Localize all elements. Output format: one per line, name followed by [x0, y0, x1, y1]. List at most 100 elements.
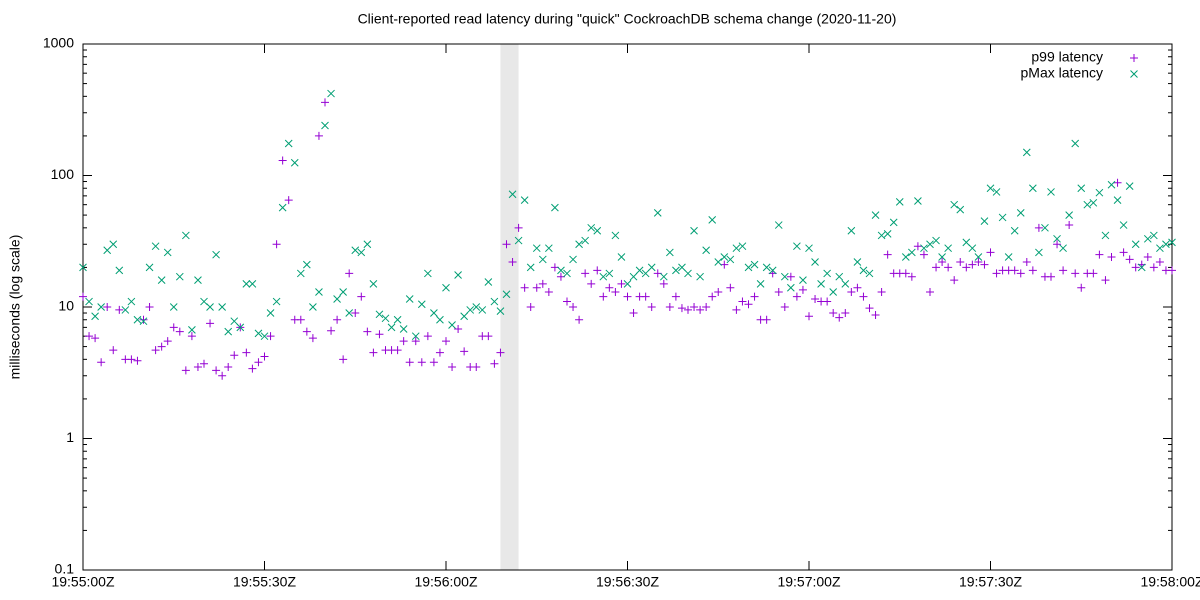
data-point	[454, 271, 462, 279]
data-point	[423, 332, 432, 341]
data-point	[133, 315, 142, 324]
data-point	[1119, 221, 1128, 229]
data-point	[1028, 184, 1037, 193]
data-point	[194, 276, 202, 285]
x-tick-label: 19:56:00Z	[414, 574, 477, 590]
data-point	[835, 313, 844, 322]
y-tick-label: 10	[58, 298, 74, 314]
data-point	[417, 300, 426, 309]
data-point	[345, 309, 354, 317]
data-point	[1083, 200, 1092, 209]
data-point	[145, 263, 154, 272]
legend-marker	[1130, 70, 1138, 78]
data-point	[799, 276, 807, 285]
data-point	[938, 257, 947, 266]
data-point	[762, 263, 771, 272]
data-point	[91, 312, 99, 321]
data-point	[605, 283, 614, 292]
data-point	[169, 303, 178, 311]
data-point	[369, 348, 378, 357]
data-point	[393, 346, 402, 355]
data-point	[950, 276, 959, 285]
chart-title: Client-reported read latency during "qui…	[358, 11, 897, 27]
data-point	[532, 283, 541, 292]
data-point	[345, 269, 354, 278]
data-point	[690, 303, 699, 311]
data-point	[714, 288, 723, 297]
data-point	[786, 283, 795, 292]
data-point	[744, 300, 753, 309]
data-point	[339, 355, 348, 364]
x-tick-label: 19:55:30Z	[233, 574, 296, 590]
data-point	[1125, 182, 1134, 190]
plot-frame	[82, 43, 1173, 571]
data-point	[1071, 269, 1080, 278]
data-point	[405, 295, 414, 303]
data-point	[877, 288, 886, 297]
data-point	[653, 208, 662, 217]
data-point	[327, 326, 336, 335]
data-point	[901, 269, 910, 278]
data-point	[242, 348, 251, 357]
data-point	[206, 319, 215, 328]
data-point	[732, 305, 741, 314]
data-point	[617, 253, 626, 261]
data-point	[321, 98, 329, 107]
data-point	[1022, 148, 1031, 157]
data-point	[109, 346, 118, 355]
data-point	[593, 266, 602, 275]
data-point	[302, 260, 311, 269]
data-point	[623, 279, 632, 288]
data-point	[962, 238, 971, 247]
data-point	[563, 297, 571, 306]
data-point	[181, 231, 190, 240]
data-point	[544, 244, 553, 253]
data-point	[865, 269, 874, 278]
data-point	[157, 342, 166, 351]
data-point	[363, 240, 372, 249]
data-point	[914, 197, 922, 205]
data-point	[248, 364, 257, 373]
data-point	[811, 295, 820, 304]
data-point	[169, 323, 178, 332]
data-point	[932, 236, 940, 245]
data-point	[429, 358, 438, 367]
data-point	[980, 260, 989, 269]
data-point	[375, 330, 384, 339]
data-point	[109, 240, 118, 249]
data-point	[1053, 240, 1062, 249]
data-point	[768, 266, 777, 275]
data-point	[932, 263, 941, 272]
y-tick-label: 100	[51, 166, 75, 182]
data-point	[605, 269, 614, 278]
data-point	[659, 272, 668, 281]
data-point	[290, 158, 299, 167]
data-point	[139, 315, 148, 324]
data-point	[127, 297, 136, 306]
data-point	[720, 253, 729, 261]
x-tick-label: 19:55:00Z	[51, 574, 114, 590]
data-point	[738, 242, 747, 251]
data-point	[242, 279, 251, 288]
data-point	[647, 263, 656, 272]
data-point	[296, 315, 305, 324]
data-point	[684, 269, 692, 278]
data-point	[472, 303, 481, 311]
data-point	[230, 317, 239, 326]
data-point	[672, 266, 680, 275]
data-point	[1047, 272, 1055, 281]
data-point	[992, 188, 1001, 196]
data-point	[829, 309, 838, 318]
data-point	[121, 306, 130, 314]
data-point	[708, 292, 717, 301]
data-point	[750, 260, 759, 269]
data-point	[938, 253, 946, 261]
data-point	[127, 355, 136, 364]
data-point	[442, 283, 450, 292]
data-point	[1010, 266, 1019, 275]
data-point	[1101, 231, 1110, 240]
data-point	[490, 359, 499, 368]
data-point	[1077, 283, 1086, 292]
data-point	[696, 272, 704, 281]
data-point	[442, 337, 450, 346]
